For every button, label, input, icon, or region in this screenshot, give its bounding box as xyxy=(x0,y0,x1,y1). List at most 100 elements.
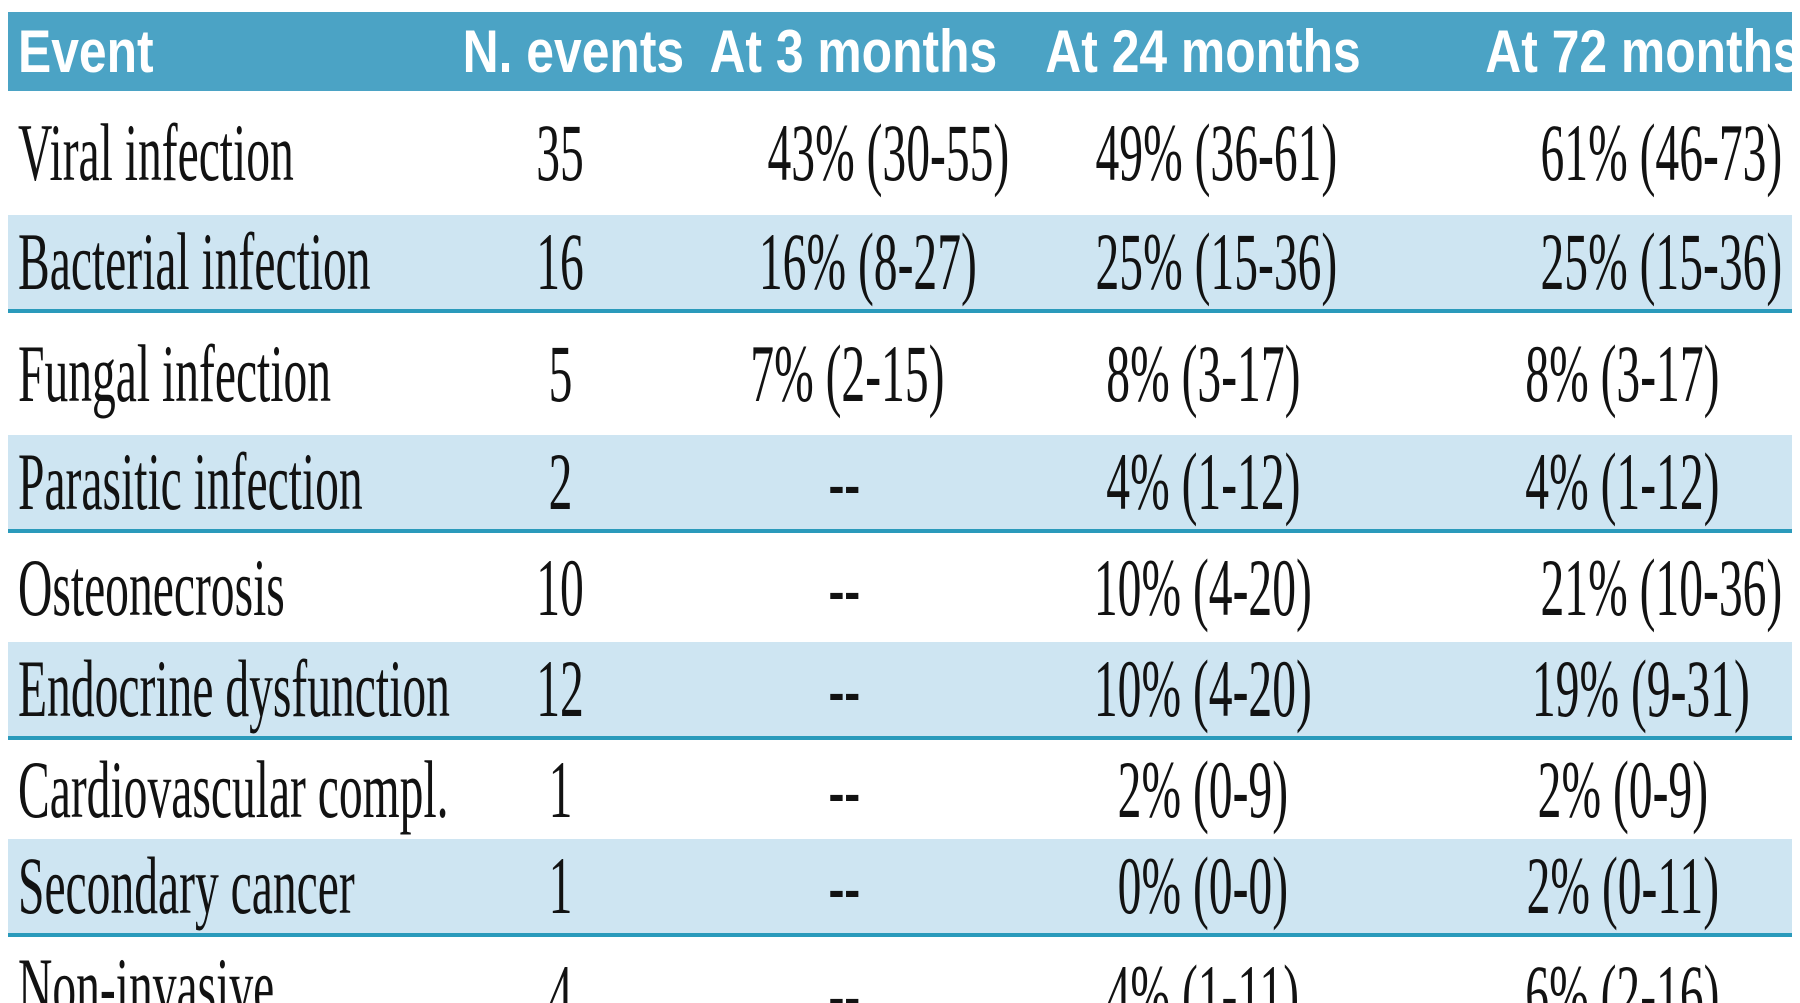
event-cell: Cardiovascular compl. xyxy=(8,738,449,839)
at-72-months-value: 61% (46-73) xyxy=(1540,107,1783,198)
event-cell: Endocrine dysfunction xyxy=(8,642,450,740)
column-header-at-72-months: At 72 months xyxy=(1398,12,1800,91)
n-events-value: 16 xyxy=(536,216,584,307)
at-24-months-cell: 0% (0-0) xyxy=(1008,839,1398,937)
n-events-value: 1 xyxy=(548,840,572,931)
event-label: Fungal infection xyxy=(18,328,332,419)
at-24-months-cell: 2% (0-9) xyxy=(1008,738,1398,839)
at-72-months-value: 8% (3-17) xyxy=(1525,328,1720,419)
table-row: Secondary cancer 1 -- 0% (0-0) 2% (0-11) xyxy=(8,839,1792,937)
at-3-months-value: -- xyxy=(828,436,860,527)
n-events-cell: 10 xyxy=(440,531,680,642)
n-events-value: 5 xyxy=(548,328,572,419)
event-label: Viral infection xyxy=(18,107,294,198)
at-24-months-value: 4% (1-11) xyxy=(1106,948,1300,1003)
column-header-n-events: N. events xyxy=(440,12,684,91)
column-header-at-3-months: At 3 months xyxy=(680,12,1008,91)
event-cell: Secondary cancer xyxy=(8,839,440,937)
n-events-cell: 4 xyxy=(440,935,680,1003)
at-24-months-cell: 4% (1-12) xyxy=(1008,435,1398,533)
column-header-at-24-months: At 24 months xyxy=(1008,12,1398,91)
event-cell: Parasitic infection xyxy=(8,435,440,533)
at-72-months-value: 2% (0-11) xyxy=(1526,840,1719,931)
table-row: Bacterial infection 16 16% (8-27) 25% (1… xyxy=(8,215,1792,313)
at-3-months-value: -- xyxy=(828,643,860,734)
at-3-months-value: -- xyxy=(828,948,860,1003)
n-events-value: 4 xyxy=(548,948,572,1003)
event-label: Secondary cancer xyxy=(18,840,355,931)
table-row: Cardiovascular compl. 1 -- 2% (0-9) 2% (… xyxy=(8,738,1792,839)
at-72-months-cell: 2% (0-11) xyxy=(1398,839,1792,937)
n-events-cell: 12 xyxy=(440,642,680,740)
at-24-months-cell: 10% (4-20) xyxy=(1008,531,1398,642)
at-3-months-cell: -- xyxy=(680,531,1008,642)
at-3-months-cell: -- xyxy=(680,839,1008,937)
at-72-months-cell: 2% (0-9) xyxy=(1398,738,1792,839)
at-72-months-value: 19% (9-31) xyxy=(1531,643,1750,734)
at-24-months-cell: 25% (15-36) xyxy=(1008,215,1398,313)
at-3-months-cell: 43% (30-55) xyxy=(680,91,1010,215)
at-24-months-cell: 10% (4-20) xyxy=(1008,642,1398,740)
n-events-value: 12 xyxy=(536,643,584,734)
table-row: Viral infection 35 43% (30-55) 49% (36-6… xyxy=(8,91,1792,215)
n-events-cell: 1 xyxy=(440,839,680,937)
at-3-months-cell: -- xyxy=(680,935,1008,1003)
n-events-cell: 5 xyxy=(440,311,680,435)
at-3-months-value: -- xyxy=(828,840,860,931)
event-cell: Osteonecrosis xyxy=(8,531,440,642)
column-header-event: Event xyxy=(8,12,440,91)
event-cell: Viral infection xyxy=(8,91,440,215)
at-24-months-value: 2% (0-9) xyxy=(1117,743,1289,835)
column-header-event-label: Event xyxy=(18,17,154,85)
n-events-cell: 16 xyxy=(440,215,680,313)
event-cell: Non-invasivecarcinoma in situ xyxy=(8,935,440,1003)
at-24-months-cell: 8% (3-17) xyxy=(1008,311,1398,435)
n-events-value: 10 xyxy=(536,541,584,633)
event-cell: Fungal infection xyxy=(8,311,440,435)
at-72-months-value: 6% (2-16) xyxy=(1525,948,1720,1003)
at-3-months-value: -- xyxy=(828,743,860,835)
at-72-months-cell: 6% (2-16) xyxy=(1398,935,1792,1003)
table-row: Parasitic infection 2 -- 4% (1-12) 4% (1… xyxy=(8,435,1792,533)
at-72-months-value: 25% (15-36) xyxy=(1540,216,1783,307)
header-row: Event N. events At 3 months At 24 months… xyxy=(8,12,1800,91)
n-events-value: 35 xyxy=(536,107,584,198)
table-row: Non-invasivecarcinoma in situ 4 -- 4% (1… xyxy=(8,935,1792,1003)
at-72-months-cell: 25% (15-36) xyxy=(1398,215,1792,313)
table-row: Endocrine dysfunction 12 -- 10% (4-20) 1… xyxy=(8,642,1792,740)
at-72-months-value: 2% (0-9) xyxy=(1537,743,1708,835)
n-events-cell: 35 xyxy=(440,91,680,215)
at-3-months-cell: 7% (2-15) xyxy=(680,311,1008,435)
at-3-months-cell: -- xyxy=(680,642,1008,740)
at-72-months-cell: 61% (46-73) xyxy=(1398,91,1792,215)
at-72-months-cell: 19% (9-31) xyxy=(1398,642,1792,740)
at-24-months-cell: 4% (1-11) xyxy=(1008,935,1398,1003)
n-events-cell: 1 xyxy=(440,738,680,839)
adverse-events-table: Event N. events At 3 months At 24 months… xyxy=(8,12,1800,1003)
table-body: Viral infection 35 43% (30-55) 49% (36-6… xyxy=(8,91,1792,1003)
at-72-months-value: 4% (1-12) xyxy=(1525,436,1720,527)
at-24-months-value: 8% (3-17) xyxy=(1105,328,1301,419)
column-header-n-events-label: N. events xyxy=(462,17,685,85)
at-24-months-cell: 49% (36-61) xyxy=(1008,91,1398,215)
at-24-months-value: 10% (4-20) xyxy=(1094,541,1312,633)
column-header-at-24-months-label: At 24 months xyxy=(1045,17,1361,85)
column-header-at-72-months-label: At 72 months xyxy=(1485,17,1800,85)
at-24-months-value: 10% (4-20) xyxy=(1094,643,1312,734)
event-cell: Bacterial infection xyxy=(8,215,440,313)
event-label: Bacterial infection xyxy=(18,216,371,307)
at-24-months-value: 49% (36-61) xyxy=(1095,107,1338,198)
at-72-months-value: 21% (10-36) xyxy=(1540,541,1783,633)
at-3-months-cell: -- xyxy=(680,435,1008,533)
event-label: Osteonecrosis xyxy=(18,541,285,633)
at-24-months-value: 0% (0-0) xyxy=(1117,840,1289,931)
at-3-months-cell: 16% (8-27) xyxy=(680,215,1008,313)
table-row: Fungal infection 5 7% (2-15) 8% (3-17) 8… xyxy=(8,311,1792,435)
at-3-months-value: -- xyxy=(828,541,860,633)
event-label: Cardiovascular compl. xyxy=(18,743,449,835)
column-header-at-3-months-label: At 3 months xyxy=(709,17,998,85)
at-3-months-value: 7% (2-15) xyxy=(750,328,945,419)
at-72-months-cell: 8% (3-17) xyxy=(1398,311,1792,435)
at-72-months-cell: 4% (1-12) xyxy=(1398,435,1792,533)
